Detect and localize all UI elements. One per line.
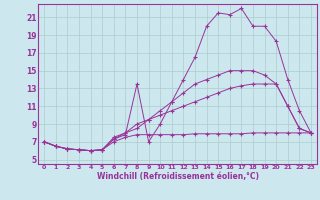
X-axis label: Windchill (Refroidissement éolien,°C): Windchill (Refroidissement éolien,°C) bbox=[97, 172, 259, 181]
